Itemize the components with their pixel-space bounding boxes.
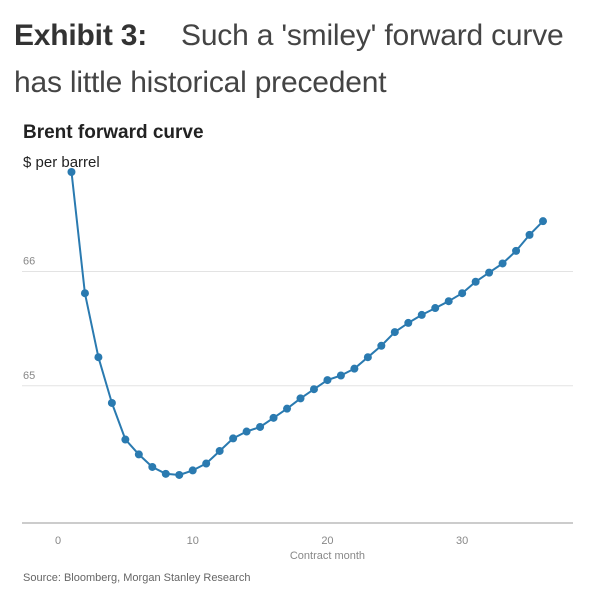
data-point <box>188 466 197 475</box>
data-point <box>444 297 453 306</box>
source-note: Source: Bloomberg, Morgan Stanley Resear… <box>23 572 251 584</box>
exhibit-label: Exhibit 3: <box>14 19 148 52</box>
series-line <box>70 171 544 476</box>
x-tick-label: 0 <box>55 535 61 547</box>
data-point <box>417 310 426 319</box>
x-tick-label: 20 <box>321 535 333 547</box>
data-point <box>269 413 278 422</box>
data-point <box>107 398 116 407</box>
data-point <box>67 167 76 176</box>
data-point <box>363 353 372 362</box>
y-tick-label: 66 <box>23 255 35 267</box>
data-point <box>377 341 386 350</box>
data-point <box>202 459 211 468</box>
data-point <box>336 371 345 380</box>
data-point <box>404 318 413 327</box>
x-axis-title: Contract month <box>290 550 365 562</box>
data-point <box>256 422 265 431</box>
x-tick-label: 10 <box>187 535 199 547</box>
data-point <box>431 304 440 313</box>
data-point <box>471 277 480 286</box>
data-point <box>458 289 467 298</box>
data-point <box>175 470 184 479</box>
data-point <box>525 230 534 239</box>
data-point <box>283 404 292 413</box>
data-point <box>134 450 143 459</box>
data-point <box>512 246 521 255</box>
exhibit-description: Such a 'smiley' forward curve has little… <box>14 19 564 99</box>
data-point <box>229 434 238 443</box>
data-point <box>498 259 507 268</box>
chart-title: Brent forward curve <box>23 122 204 143</box>
chart-subtitle: $ per barrel <box>23 154 100 171</box>
data-point <box>94 353 103 362</box>
data-point <box>350 364 359 373</box>
data-point <box>323 376 332 385</box>
data-point <box>539 217 547 226</box>
data-point <box>215 446 224 455</box>
data-point <box>242 427 251 436</box>
data-point <box>80 289 89 298</box>
x-tick-label: 30 <box>456 535 468 547</box>
data-point <box>296 394 305 403</box>
data-point <box>485 268 494 277</box>
data-point <box>161 469 170 478</box>
data-point <box>121 435 130 444</box>
exhibit-heading: Exhibit 3: Such a 'smiley' forward curve … <box>14 12 584 106</box>
data-point <box>309 385 318 394</box>
data-point <box>390 328 399 337</box>
data-point <box>148 462 157 471</box>
y-tick-label: 65 <box>23 370 35 382</box>
